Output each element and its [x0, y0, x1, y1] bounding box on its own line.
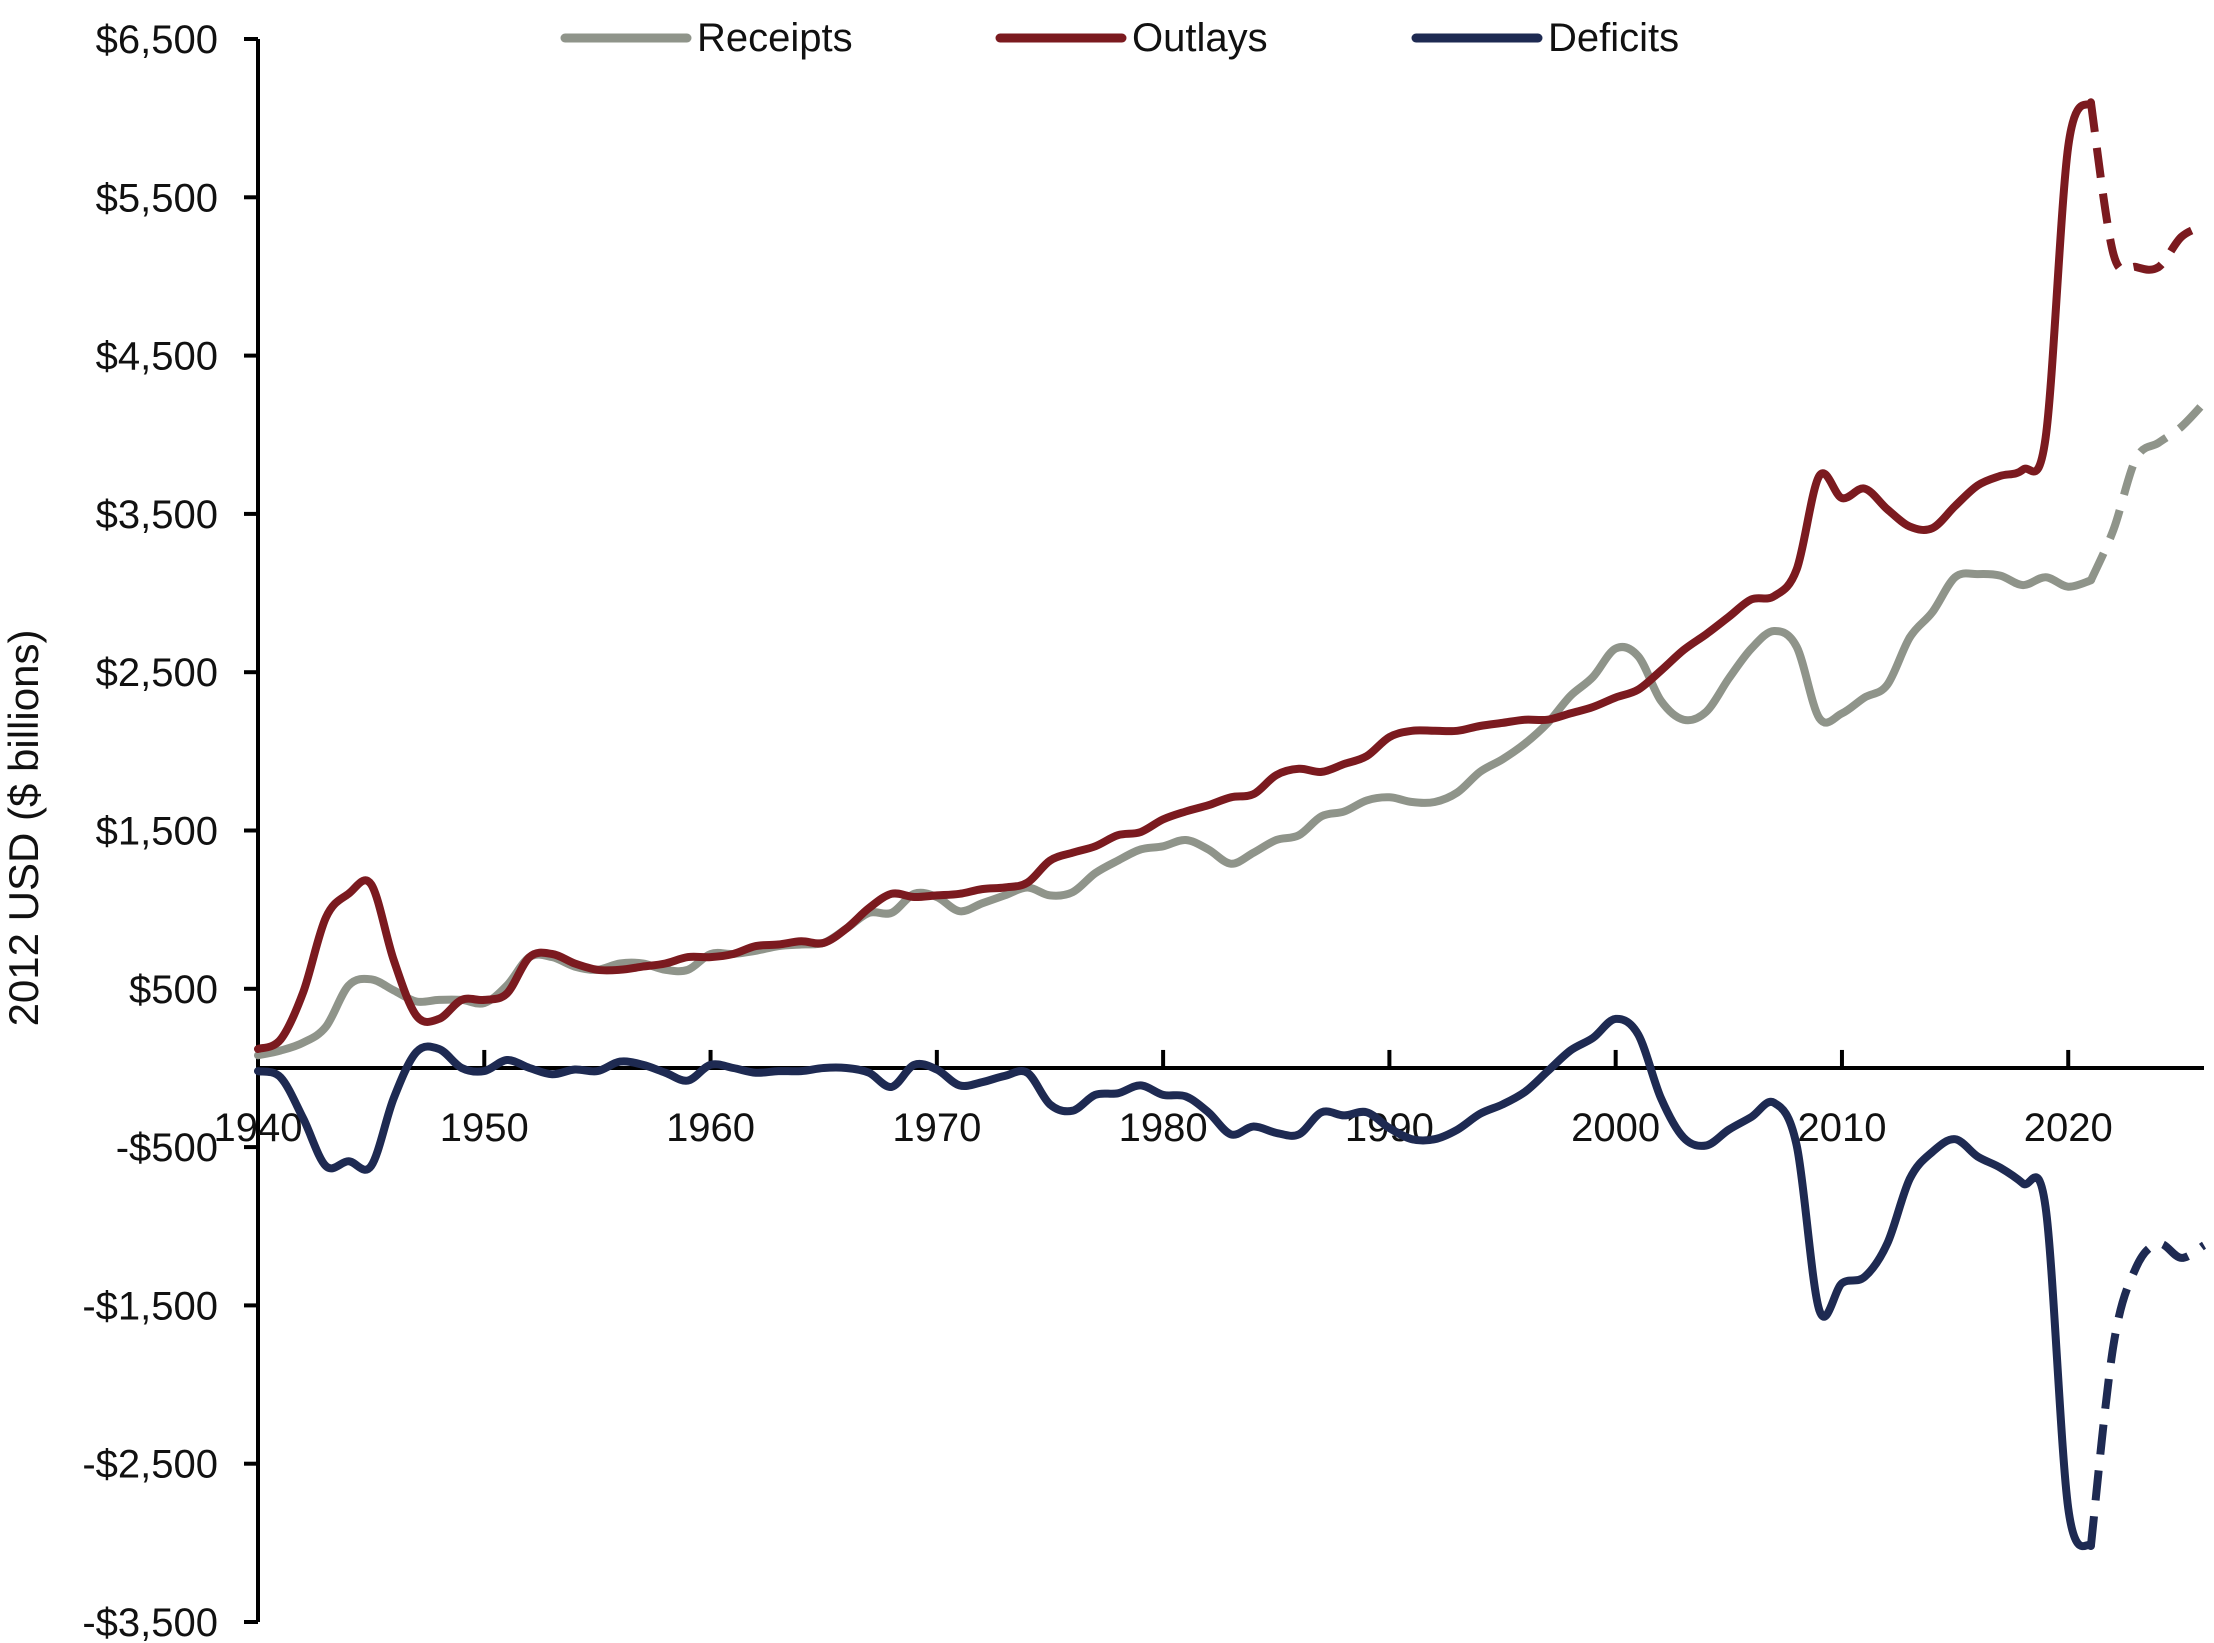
series-projection-receipts — [2087, 400, 2207, 583]
x-tick-label: 2000 — [1571, 1106, 1660, 1150]
y-tick-label: $6,500 — [96, 18, 218, 62]
y-tick-label: -$2,500 — [82, 1443, 218, 1487]
y-axis-label: 2012 USD ($ billions) — [0, 630, 47, 1027]
series-projection-deficits — [2086, 1239, 2207, 1547]
x-tick-label: 1980 — [1119, 1106, 1208, 1150]
series-lines — [254, 98, 2207, 1551]
series-projection-outlays — [2086, 101, 2206, 275]
y-tick-label: $3,500 — [96, 493, 218, 537]
y-axis: $6,500 $5,500 $4,500 $3,500 $2,500 $1,500 $500… — [82, 18, 260, 1643]
x-tick-label: 1950 — [440, 1106, 529, 1150]
y-tick-label: $500 — [129, 968, 218, 1012]
y-tick-label: $2,500 — [96, 651, 218, 695]
x-tick-label: 1970 — [892, 1106, 981, 1150]
y-tick-label: -$500 — [116, 1126, 218, 1170]
series-line-outlays — [254, 98, 2095, 1053]
x-tick-label: 1940 — [214, 1106, 303, 1150]
y-tick-label: -$3,500 — [82, 1601, 218, 1643]
y-tick-label: $1,500 — [96, 810, 218, 854]
y-tick-label: $4,500 — [96, 335, 218, 379]
x-tick-label: 2010 — [1797, 1106, 1886, 1150]
legend-label-outlays: Outlays — [1132, 16, 1268, 60]
x-tick-label: 2020 — [2024, 1106, 2113, 1150]
y-tick-label: -$1,500 — [82, 1284, 218, 1328]
x-tick-label: 1960 — [666, 1106, 755, 1150]
series-line-deficits — [254, 1014, 2095, 1551]
legend: Receipts Outlays Deficits — [560, 16, 1679, 60]
legend-label-receipts: Receipts — [697, 16, 853, 60]
x-axis: 1940 1950 1960 1970 1980 1990 2000 2010 2020 — [214, 1049, 2204, 1150]
y-tick-label: $5,500 — [96, 176, 218, 220]
legend-label-deficits: Deficits — [1548, 16, 1679, 60]
